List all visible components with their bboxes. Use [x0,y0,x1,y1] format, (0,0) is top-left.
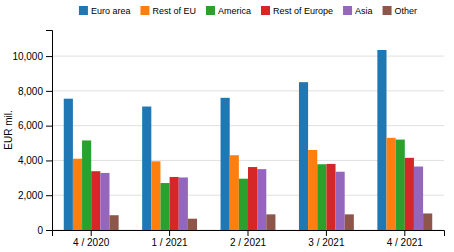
bar [160,183,169,230]
legend-item: Euro area [79,6,131,16]
tick-mark [326,230,327,236]
legend-label: Rest of EU [152,6,196,16]
bar [317,164,326,230]
bar [257,169,266,230]
legend-swatch [383,6,392,15]
bar [100,173,109,230]
tick-label: 2 / 2021 [230,237,267,248]
bar [336,172,345,230]
legend-swatch [206,6,215,15]
bar [142,107,151,230]
tick-mark [46,56,52,57]
bar [151,161,160,230]
series [91,158,414,230]
tick-label: 2,000 [18,190,43,201]
bar [109,215,118,230]
tick-mark [404,230,405,236]
tick-label: 1 / 2021 [152,237,189,248]
tick: 4,000 [18,155,52,166]
series [64,50,387,230]
tick-mark [46,195,52,196]
tick-label: 6,000 [18,120,43,131]
bar [91,171,100,230]
bar [326,164,335,230]
tick-label: 10,000 [12,51,43,62]
legend-label: Asia [355,6,373,16]
bar [188,219,197,230]
bar [377,50,386,230]
tick: 6,000 [18,120,52,131]
legend-item: Asia [343,6,373,16]
tick: 4 / 2020 [73,230,110,248]
bar [170,177,179,230]
tick-label: 4 / 2020 [73,237,110,248]
bar [179,177,188,230]
series [73,138,396,230]
tick: 1 / 2021 [152,230,189,248]
legend-label: America [218,6,251,16]
chart: 0 2,000 4,000 6,000 8,000 10,000 4 / 2020 1 / 2… [0,0,454,252]
tick-label: 3 / 2021 [308,237,345,248]
tick-mark [46,230,52,231]
bar [82,140,91,230]
tick-mark [169,230,170,236]
legend-item: Rest of EU [140,6,196,16]
bar [266,214,275,230]
x-axis: 4 / 2020 1 / 2021 2 / 2021 3 / 2021 4 / 2021 [53,230,445,248]
plot: 0 2,000 4,000 6,000 8,000 10,000 4 / 2020 1 / 2… [12,31,444,249]
bar [414,167,423,230]
series [109,213,432,230]
bar [308,150,317,230]
legend-label: Euro area [91,6,131,16]
tick: 2 / 2021 [230,230,267,248]
bar [405,158,414,230]
legend-label: Other [395,6,418,16]
tick-label: 4,000 [18,155,43,166]
bar [396,140,405,230]
tick: 0 [37,225,52,236]
bar [221,98,230,230]
bar [73,159,82,230]
bar [299,82,308,230]
tick-label: 0 [37,225,43,236]
legend-label: Rest of Europe [273,6,333,16]
legend-swatch [261,6,270,15]
tick: 3 / 2021 [308,230,345,248]
tick-label: 4 / 2021 [387,237,424,248]
legend-swatch [79,6,88,15]
tick-label: 8,000 [18,86,43,97]
tick: 10,000 [12,51,52,62]
y-axis: 0 2,000 4,000 6,000 8,000 10,000 [12,31,52,236]
bar [230,155,239,230]
legend: Euro area Rest of EU America Rest of Europe… [79,6,417,16]
tick: 8,000 [18,86,52,97]
tick-mark [46,91,52,92]
tick: 2,000 [18,190,52,201]
bar [239,179,248,230]
tick-mark [46,126,52,127]
bars [64,50,432,230]
bar [345,214,354,230]
series [82,140,405,230]
bar [387,138,396,230]
tick-mark [46,160,52,161]
legend-swatch [343,6,352,15]
series [100,167,423,230]
bar [64,99,73,230]
bar [423,213,432,230]
axis-line [53,231,445,237]
tick: 4 / 2021 [387,230,424,248]
axis-title: EUR mil. [3,110,14,149]
tick-mark [91,230,92,236]
axis-line [46,31,53,231]
legend-item: America [206,6,251,16]
legend-swatch [140,6,149,15]
bar [248,167,257,230]
tick-mark [248,230,249,236]
legend-item: Other [383,6,418,16]
legend-item: Rest of Europe [261,6,333,16]
